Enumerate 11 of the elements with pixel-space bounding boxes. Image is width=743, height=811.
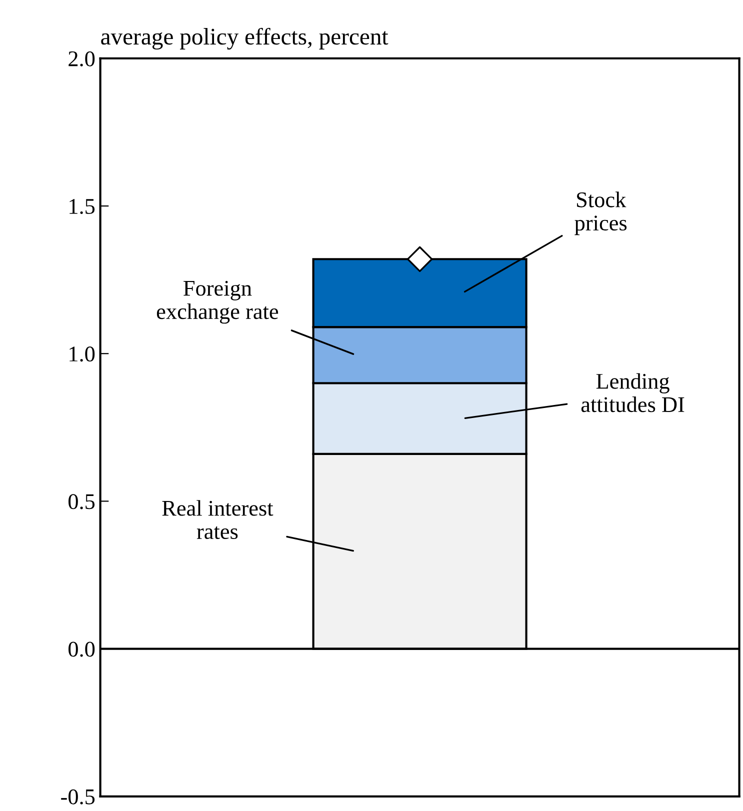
- y-tick-label: 1.0: [70, 346, 95, 362]
- text: Stock prices: [574, 192, 627, 236]
- chart-title: average policy effects, percent: [101, 28, 388, 50]
- y-tick-label: -0.5: [61, 789, 95, 804]
- series-label: Foreign exchange rate: [156, 280, 278, 324]
- series-label: Real interest rates: [162, 500, 274, 540]
- y-tick-label: 1.5: [70, 199, 95, 214]
- y-tick-label: 0.5: [68, 494, 95, 510]
- y-tick-label: 2.0: [68, 51, 95, 66]
- y-tick-label: 0.0: [68, 642, 95, 657]
- text: Lending attitudes DI: [581, 373, 684, 412]
